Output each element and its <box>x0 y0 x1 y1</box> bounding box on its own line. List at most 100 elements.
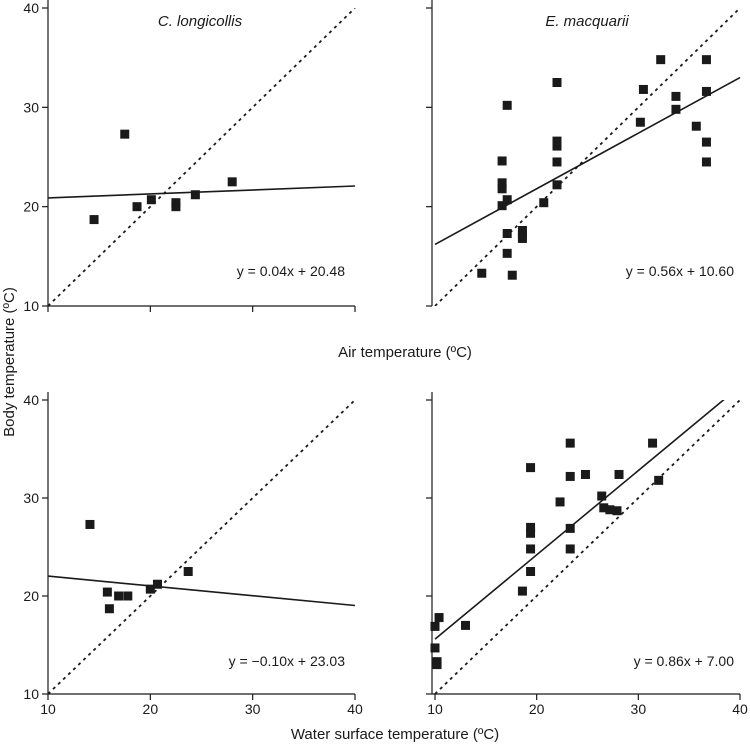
data-point <box>565 523 575 533</box>
data-point <box>517 233 527 243</box>
y-axis-title: Body temperature (ºC) <box>1 287 18 437</box>
x-tick-label: 30 <box>631 701 647 717</box>
reference-line-y-equals-x <box>47 400 356 694</box>
data-point <box>526 528 536 538</box>
data-point <box>517 586 527 596</box>
regression-line <box>47 185 356 199</box>
data-point <box>565 471 575 481</box>
data-point <box>502 195 512 205</box>
reference-line-y-equals-x <box>434 8 741 306</box>
data-point <box>565 544 575 554</box>
y-tick-label: 40 <box>23 392 39 408</box>
data-point <box>605 505 615 515</box>
data-point <box>648 438 658 448</box>
x-axis-title-top: Air temperature (ºC) <box>338 344 472 361</box>
data-point <box>701 137 711 147</box>
data-point <box>552 136 562 146</box>
x-axis-title-bottom: Water surface temperature (ºC) <box>291 726 499 743</box>
y-tick-label: 20 <box>23 199 39 215</box>
data-point <box>580 469 590 479</box>
data-point <box>497 201 507 211</box>
y-tick-label: 40 <box>23 0 39 16</box>
data-point <box>190 190 200 200</box>
data-point <box>552 180 562 190</box>
data-point <box>552 78 562 87</box>
data-point <box>123 591 133 601</box>
data-point <box>654 475 664 485</box>
data-point <box>597 491 607 501</box>
data-point <box>671 104 681 114</box>
data-point <box>497 156 507 166</box>
data-point <box>526 463 536 473</box>
reference-line-y-equals-x <box>47 8 356 306</box>
panel-title: C. longicollis <box>158 13 243 30</box>
chart-panel-4: 10 20 30 40 y = 0.86x + 7.00 <box>426 392 748 717</box>
data-point <box>432 660 442 670</box>
data-point <box>612 506 622 516</box>
data-point <box>635 117 645 127</box>
data-point <box>526 544 536 554</box>
regression-equation: y = 0.56x + 10.60 <box>626 263 734 279</box>
y-tick-label: 10 <box>23 686 39 702</box>
data-point <box>507 270 517 280</box>
panel-title: E. macquarii <box>545 13 629 30</box>
regression-equation: y = 0.04x + 20.48 <box>237 263 345 279</box>
chart-panel-2: E. macquarii y = 0.56x + 10.60 <box>426 0 741 307</box>
data-point <box>89 215 99 225</box>
data-point <box>614 469 624 479</box>
data-point <box>701 157 711 167</box>
data-point <box>430 621 440 631</box>
data-point <box>552 141 562 151</box>
data-point <box>552 157 562 167</box>
data-point <box>691 121 701 131</box>
data-point <box>502 100 512 110</box>
y-tick-label: 30 <box>23 490 39 506</box>
data-point <box>120 129 130 139</box>
data-point <box>477 268 487 278</box>
data-point <box>701 55 711 65</box>
panels-group: 10 20 30 40 C. longicollis y = 0.04x + 20.48 E… <box>23 0 748 717</box>
data-point <box>526 522 536 532</box>
data-point <box>502 228 512 238</box>
data-point <box>145 584 155 594</box>
y-tick-label: 20 <box>23 588 39 604</box>
x-tick-label: 40 <box>732 701 748 717</box>
data-point <box>656 55 666 65</box>
data-point <box>497 184 507 194</box>
x-tick-label: 40 <box>347 701 363 717</box>
x-tick-label: 10 <box>40 701 56 717</box>
x-tick-label: 10 <box>427 701 443 717</box>
data-point <box>502 248 512 258</box>
data-point <box>227 177 237 187</box>
regression-equation: y = 0.86x + 7.00 <box>634 653 735 669</box>
data-point <box>114 591 124 601</box>
data-point <box>565 438 575 448</box>
data-point <box>461 620 470 630</box>
data-point <box>434 613 444 623</box>
data-point <box>152 579 162 589</box>
regression-line <box>434 76 741 246</box>
y-tick-label: 30 <box>23 99 39 115</box>
data-point <box>104 604 114 614</box>
data-point <box>171 198 181 208</box>
regression-equation: y = −0.10x + 23.03 <box>229 653 346 669</box>
x-tick-label: 20 <box>143 701 159 717</box>
data-point <box>430 643 440 653</box>
chart-panel-1: 10 20 30 40 C. longicollis y = 0.04x + 20.48 <box>23 0 356 314</box>
data-point <box>701 86 711 96</box>
reference-line-y-equals-x <box>434 400 741 694</box>
data-point <box>671 91 681 101</box>
data-point <box>497 178 507 188</box>
data-point <box>599 503 609 513</box>
data-point <box>539 198 549 208</box>
data-point <box>183 567 193 576</box>
regression-line <box>47 575 356 607</box>
data-point <box>132 202 142 212</box>
data-point <box>85 519 95 529</box>
regression-line <box>434 400 725 640</box>
x-tick-label: 20 <box>529 701 545 717</box>
data-point <box>102 587 112 597</box>
y-tick-label: 10 <box>23 298 39 314</box>
data-point <box>638 84 648 94</box>
